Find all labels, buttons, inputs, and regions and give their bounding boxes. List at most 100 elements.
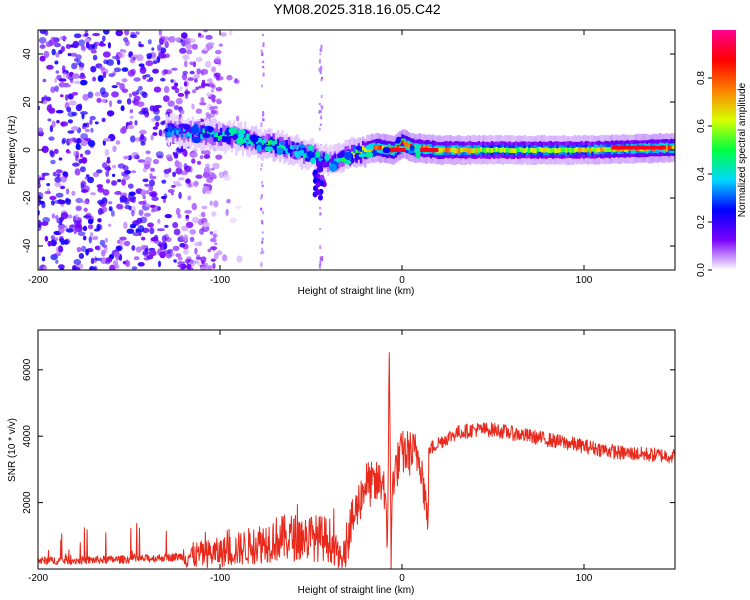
ridge-blob <box>237 133 245 138</box>
noise-blob <box>158 30 163 36</box>
ridge-cell <box>180 132 184 138</box>
noise-blob <box>103 246 108 253</box>
noise-blob <box>209 200 214 206</box>
noise-blob <box>121 171 126 176</box>
noise-blob <box>214 56 222 64</box>
ridge-cell <box>265 133 269 151</box>
noise-blob <box>178 191 182 200</box>
noise-blob <box>135 31 140 35</box>
noise-blob <box>101 117 106 123</box>
noise-blob <box>43 50 50 59</box>
noise-blob <box>66 228 74 233</box>
ridge-cell <box>381 145 384 151</box>
noise-blob <box>200 82 206 89</box>
noise-streak <box>319 228 322 230</box>
ridge-cell <box>327 157 330 167</box>
noise-streak <box>319 245 322 250</box>
noise-blob <box>72 265 77 270</box>
noise-blob <box>150 167 155 172</box>
noise-blob <box>210 109 217 115</box>
ridge-blob <box>395 136 401 144</box>
noise-blob <box>167 189 175 193</box>
noise-blob <box>162 54 167 59</box>
snr-y-ticks: 2000 4000 6000 <box>22 358 675 514</box>
ridge-cell <box>543 147 546 153</box>
noise-blob <box>160 121 165 126</box>
noise-blob <box>65 44 72 49</box>
noise-blob <box>234 205 242 209</box>
noise-blob <box>105 179 111 184</box>
noise-blob <box>144 183 150 187</box>
noise-blob <box>59 238 65 243</box>
noise-blob <box>47 240 52 247</box>
noise-blob <box>195 86 199 91</box>
ridge-cell <box>228 134 232 145</box>
noise-blob <box>55 109 64 114</box>
noise-blob <box>58 82 66 88</box>
ridge-peak <box>420 148 439 152</box>
noise-blob <box>189 70 195 75</box>
noise-blob <box>83 207 88 212</box>
ridge-blob <box>415 151 421 159</box>
ridge-blob <box>365 151 374 159</box>
ridge-cell <box>292 145 295 150</box>
noise-blob <box>108 206 113 212</box>
ridge-cell <box>471 148 474 154</box>
noise-streak <box>260 262 263 267</box>
noise-blob <box>133 77 141 82</box>
ridge-cell <box>261 140 264 145</box>
noise-blob <box>60 186 65 189</box>
noise-blob <box>160 47 167 54</box>
noise-blob <box>92 76 97 82</box>
noise-blob <box>114 264 120 269</box>
noise-blob <box>116 82 121 86</box>
ridge-cell <box>401 140 404 146</box>
ridge-cell <box>554 148 557 153</box>
ridge-blob <box>365 144 375 150</box>
noise-blob <box>90 127 94 133</box>
noise-blob <box>93 228 100 232</box>
noise-blob <box>198 32 202 37</box>
noise-blob <box>144 156 152 164</box>
noise-blob <box>110 210 115 217</box>
noise-blob <box>207 265 213 270</box>
ridge-cell <box>379 145 382 150</box>
ridge-cell <box>254 139 258 149</box>
noise-blob <box>149 227 155 235</box>
noise-blob <box>136 101 145 107</box>
ridge-cell <box>499 147 502 153</box>
noise-blob <box>138 41 142 47</box>
ridge-cell <box>200 125 203 135</box>
ridge-cell <box>202 128 205 134</box>
ridge-cell <box>517 147 520 152</box>
figure-title: YM08.2025.318.16.05.C42 <box>273 1 441 17</box>
noise-blob <box>144 212 151 217</box>
ridge-cell <box>514 148 518 154</box>
ridge-blob <box>192 136 202 144</box>
noise-blob <box>122 49 127 53</box>
ridge-cell <box>377 145 380 151</box>
snr-y-tick-label: 2000 <box>22 491 33 514</box>
colorbar-tick-label: 0.0 <box>696 263 707 277</box>
noise-blob <box>208 172 216 180</box>
ridge-cell <box>547 148 550 153</box>
noise-blob <box>38 37 47 44</box>
ridge-cell <box>523 148 526 154</box>
ridge-tail <box>316 166 322 173</box>
noise-blob <box>114 191 122 195</box>
noise-blob <box>181 225 189 231</box>
noise-blob <box>77 231 86 237</box>
ridge-cell <box>359 146 363 156</box>
noise-streak <box>261 34 264 37</box>
snr-frame <box>37 329 676 570</box>
noise-blob <box>75 143 81 150</box>
noise-blob <box>50 239 57 247</box>
ridge-tail <box>315 173 321 180</box>
noise-blob <box>80 153 83 158</box>
ridge-cell <box>466 148 470 153</box>
ridge-cell <box>396 145 400 150</box>
ridge-cell <box>215 132 218 137</box>
noise-blob <box>133 196 136 200</box>
noise-blob <box>102 244 108 248</box>
noise-blob <box>189 61 194 66</box>
